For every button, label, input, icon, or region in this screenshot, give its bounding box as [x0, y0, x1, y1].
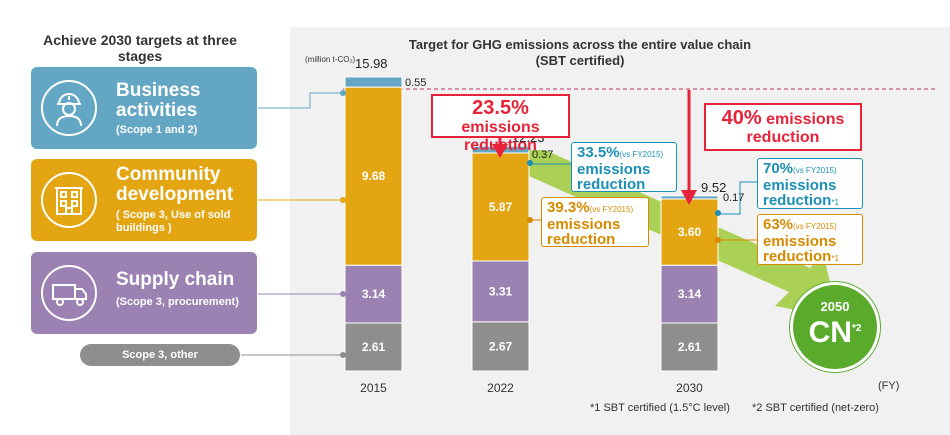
chart-title-block: Target for GHG emissions across the enti… — [330, 37, 830, 69]
bar-business-2015 — [344, 76, 403, 88]
callout-2030-line1: emissions — [761, 111, 845, 128]
label-community-2030: 3.60 — [678, 225, 702, 239]
y-unit-label: (million t-CO₂) — [305, 55, 356, 64]
label-supply-2030: 3.14 — [678, 287, 702, 301]
leader-community-dot — [340, 197, 346, 203]
b22-l3: reduction — [577, 176, 646, 193]
callout-2030-line2: reduction — [746, 129, 820, 146]
cn-year: 2050 — [820, 299, 850, 314]
connector-b30 — [718, 181, 757, 215]
truck-icon — [41, 265, 97, 321]
o30-mark: *1 — [831, 254, 839, 263]
b30-l2: emissions — [763, 177, 837, 194]
o22-vs: (vs FY2015) — [589, 205, 634, 214]
x-tick-2022: 2022 — [487, 381, 514, 395]
bar-community-2015 — [344, 86, 403, 266]
footnote-1: *1 SBT certified (1.5°C level) — [590, 402, 730, 414]
x-tick-2030: 2030 — [676, 381, 703, 395]
o22-l3: reduction — [547, 231, 616, 248]
callout-2030-pct: 40% — [721, 107, 762, 129]
community-sub: ( Scope 3, Use of sold buildings ) — [116, 209, 231, 234]
b22-pct: 33.5% — [577, 144, 620, 161]
connector-b30-dot — [715, 210, 721, 216]
x-unit-label: (FY) — [878, 380, 900, 392]
supply-title: Supply chain — [116, 269, 235, 290]
leader-supply-dot — [340, 291, 346, 297]
cn-mark: *2 — [851, 323, 862, 334]
b22-l2: emissions — [577, 161, 651, 178]
worker-icon — [41, 80, 97, 136]
bar-other-2030 — [660, 322, 719, 372]
supply-sub: (Scope 3, procurement) — [116, 296, 239, 308]
left-heading: Achieve 2030 targets at three stages — [43, 32, 237, 64]
o30-pct: 63% — [763, 216, 794, 233]
cn-2050-badge: 2050 CN*2 — [790, 282, 880, 372]
chart-title: Target for GHG emissions across the enti… — [408, 37, 752, 52]
callout-2022-line2: reduction — [464, 137, 537, 154]
connector-o30-dot — [715, 237, 721, 243]
b30-l3: reduction — [763, 192, 832, 209]
o30-l2: emissions — [763, 233, 837, 250]
o30-l3: reduction — [763, 248, 832, 265]
cn-label-wrap: CN*2 — [793, 314, 877, 348]
label-community-2015: 9.68 — [362, 169, 386, 183]
legend-scope3-other: Scope 3, other — [80, 344, 240, 366]
business-value-2022: 0.37 — [532, 149, 553, 161]
red-arrow-2022-head — [492, 144, 508, 158]
callout-2030-business: 70%(vs FY2015) emissions reduction*1 — [757, 158, 863, 209]
label-other-2030: 2.61 — [678, 340, 702, 354]
bar-other-2022 — [471, 321, 530, 372]
leader-business-dot — [340, 90, 346, 96]
legend-business-activities: Business activities (Scope 1 and 2) — [31, 67, 257, 149]
b30-pct: 70% — [763, 160, 794, 177]
leader-other-dot — [340, 352, 346, 358]
footnote-2: *2 SBT certified (net-zero) — [752, 402, 879, 414]
b30-mark: *1 — [831, 198, 839, 207]
business-value-2030: 0.17 — [723, 192, 744, 204]
legend-community-development: Community development ( Scope 3, Use of … — [31, 159, 257, 241]
b22-vs: (vs FY2015) — [619, 150, 664, 159]
chart-subtitle: (SBT certified) — [535, 53, 625, 68]
bar-supply-2022 — [471, 260, 530, 323]
b30-vs: (vs FY2015) — [793, 166, 837, 175]
callout-2022-total: 23.5% emissions reduction — [431, 94, 570, 154]
label-supply-2022: 3.31 — [489, 284, 513, 298]
business-value-2015: 0.55 — [405, 77, 426, 89]
bar-other-2015 — [344, 322, 403, 372]
total-2015: 15.98 — [355, 56, 388, 71]
business-sub: (Scope 1 and 2) — [116, 124, 198, 136]
callout-2022-line1: emissions — [461, 119, 540, 136]
label-supply-2015: 3.14 — [362, 287, 386, 301]
callout-2022-pct: 23.5% — [472, 97, 529, 119]
o22-l2: emissions — [547, 216, 621, 233]
leader-business — [258, 92, 343, 109]
community-title: Community development — [116, 164, 234, 205]
red-arrow-2030-head — [681, 190, 697, 205]
bar-community-2022 — [471, 152, 530, 262]
legend-supply-chain: Supply chain (Scope 3, procurement) — [31, 252, 257, 334]
label-community-2022: 5.87 — [489, 200, 513, 214]
callout-2022-community: 39.3%(vs FY2015) emissions reduction — [541, 197, 649, 247]
callout-2030-community: 63%(vs FY2015) emissions reduction*1 — [757, 214, 863, 265]
callout-2030-total: 40% emissions reduction — [704, 103, 862, 151]
label-other-2015: 2.61 — [362, 340, 386, 354]
o22-pct: 39.3% — [547, 199, 590, 216]
o30-vs: (vs FY2015) — [793, 222, 837, 231]
connector-b22-dot — [527, 160, 533, 166]
label-other-2022: 2.67 — [489, 339, 513, 353]
callout-2022-business: 33.5%(vs FY2015) emissions reduction — [571, 142, 677, 192]
building-icon — [41, 172, 97, 228]
business-title: Business activities — [116, 80, 201, 121]
bar-supply-2030 — [660, 264, 719, 324]
total-2030: 9.52 — [701, 180, 726, 195]
cn-label: CN — [808, 316, 852, 349]
x-tick-2015: 2015 — [360, 381, 387, 395]
connector-o22-dot — [527, 217, 533, 223]
